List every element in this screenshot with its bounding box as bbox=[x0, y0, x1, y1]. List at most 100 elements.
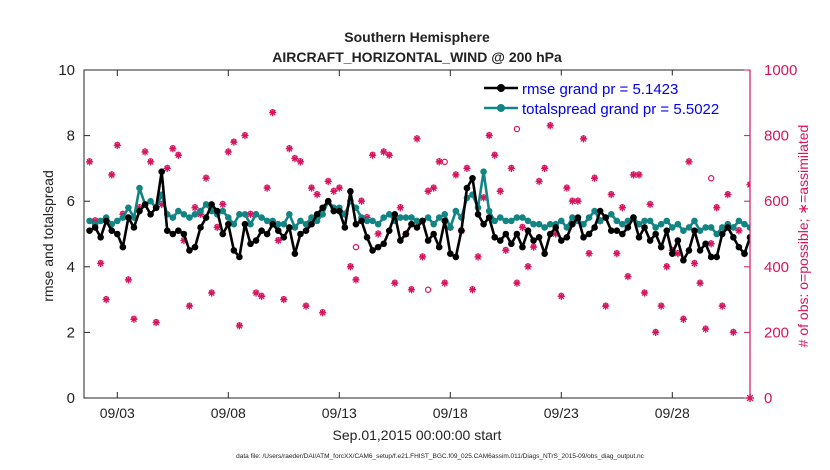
spread-point bbox=[535, 220, 543, 228]
obs-assimilated-marker bbox=[474, 253, 482, 261]
rmse-point bbox=[752, 237, 759, 244]
spread-point bbox=[619, 220, 626, 228]
spread-point bbox=[175, 207, 182, 215]
obs-possible-marker bbox=[281, 295, 287, 302]
obs-assimilated-marker bbox=[141, 148, 149, 156]
obs-assimilated-marker bbox=[541, 164, 549, 172]
legend-spread-marker bbox=[497, 104, 505, 112]
rmse-point bbox=[735, 243, 743, 251]
obs-possible-marker bbox=[97, 259, 104, 266]
obs-possible-marker bbox=[480, 194, 487, 200]
legend-rmse-marker bbox=[497, 84, 505, 92]
rmse-point bbox=[657, 243, 665, 251]
obs-assimilated-marker bbox=[635, 171, 643, 179]
spread-point bbox=[569, 214, 576, 221]
spread-point bbox=[613, 217, 621, 225]
obs-assimilated-marker bbox=[152, 318, 160, 327]
spread-point bbox=[563, 224, 571, 231]
obs-possible-marker bbox=[664, 263, 670, 269]
spread-point bbox=[447, 224, 454, 231]
obs-possible-marker bbox=[424, 286, 432, 293]
obs-possible-marker bbox=[142, 148, 148, 154]
obs-possible-marker bbox=[647, 200, 653, 207]
x-axis-label: Sep.01,2015 00:00:00 start bbox=[333, 427, 502, 443]
obs-assimilated-marker bbox=[591, 174, 599, 182]
spread-point bbox=[114, 217, 121, 225]
rmse-point bbox=[580, 233, 587, 241]
obs-possible-marker bbox=[514, 279, 520, 285]
obs-possible-marker bbox=[564, 184, 570, 190]
obs-possible-marker bbox=[608, 190, 614, 197]
obs-possible-marker bbox=[314, 190, 320, 197]
obs-possible-marker bbox=[297, 158, 304, 164]
rmse-point bbox=[136, 207, 143, 215]
obs-possible-marker bbox=[441, 158, 448, 166]
spread-point bbox=[502, 217, 510, 225]
spread-point bbox=[441, 211, 449, 218]
obs-assimilated-marker bbox=[369, 151, 377, 159]
obs-possible-marker bbox=[614, 249, 620, 256]
obs-possible-marker bbox=[164, 164, 170, 171]
obs-assimilated-marker bbox=[202, 174, 210, 182]
obs-assimilated-marker bbox=[618, 204, 626, 212]
spread-point bbox=[641, 217, 648, 225]
obs-marker-stroke bbox=[759, 327, 764, 332]
rmse-point bbox=[330, 207, 338, 215]
spread-point bbox=[680, 227, 687, 235]
y-tick-label: 2 bbox=[67, 324, 75, 341]
rmse-point bbox=[408, 220, 415, 228]
obs-possible-marker bbox=[353, 276, 359, 282]
spread-point bbox=[274, 220, 282, 228]
obs-possible-marker bbox=[175, 151, 182, 157]
obs-assimilated-marker bbox=[346, 263, 354, 271]
rmse-point bbox=[691, 227, 698, 235]
obs-possible-marker bbox=[469, 286, 476, 292]
obs-possible-marker bbox=[580, 135, 587, 141]
spread-point bbox=[530, 220, 537, 228]
rmse-point bbox=[152, 204, 160, 212]
obs-possible-marker bbox=[325, 177, 331, 184]
obs-assimilated-marker bbox=[235, 322, 243, 330]
obs-assimilated-marker bbox=[224, 148, 232, 156]
obs-assimilated-marker bbox=[535, 177, 543, 186]
rmse-point bbox=[230, 247, 238, 254]
obs-assimilated-marker bbox=[174, 151, 182, 159]
spread-point bbox=[707, 224, 715, 231]
rmse-point bbox=[324, 197, 332, 205]
rmse-point bbox=[280, 233, 288, 241]
obs-assimilated-marker bbox=[529, 243, 538, 251]
obs-possible-marker bbox=[308, 184, 315, 190]
obs-possible-marker bbox=[264, 184, 270, 190]
spread-point bbox=[319, 211, 326, 218]
rmse-point bbox=[363, 233, 371, 241]
spread-point bbox=[397, 214, 404, 221]
obs-possible-marker bbox=[475, 253, 481, 259]
spread-point bbox=[669, 224, 676, 231]
obs-assimilated-marker bbox=[585, 250, 593, 258]
obs-possible-marker bbox=[170, 145, 176, 151]
rmse-point bbox=[458, 227, 465, 235]
obs-possible-marker bbox=[369, 151, 376, 157]
rmse-point bbox=[780, 218, 787, 225]
obs-assimilated-marker bbox=[524, 263, 532, 271]
obs-assimilated-marker bbox=[307, 184, 316, 192]
obs-possible-marker bbox=[208, 289, 215, 295]
rmse-point bbox=[102, 217, 110, 225]
rmse-point bbox=[513, 230, 521, 238]
legend-rmse-label: rmse grand pr = 5.1423 bbox=[522, 81, 678, 98]
obs-marker-stroke bbox=[770, 212, 775, 217]
obs-marker-stroke bbox=[770, 212, 775, 217]
spread-point bbox=[180, 211, 188, 218]
rmse-point bbox=[441, 217, 449, 225]
rmse-point bbox=[413, 224, 421, 231]
rmse-point bbox=[286, 224, 293, 231]
chart-subtitle: AIRCRAFT_HORIZONTAL_WIND @ 200 hPa bbox=[272, 49, 562, 65]
spread-point bbox=[657, 220, 665, 228]
rmse-point bbox=[496, 237, 504, 244]
spread-point bbox=[519, 214, 526, 221]
rmse-point bbox=[680, 256, 687, 264]
spread-point bbox=[435, 214, 443, 221]
rmse-point bbox=[502, 230, 510, 238]
obs-assimilated-marker bbox=[513, 279, 521, 287]
